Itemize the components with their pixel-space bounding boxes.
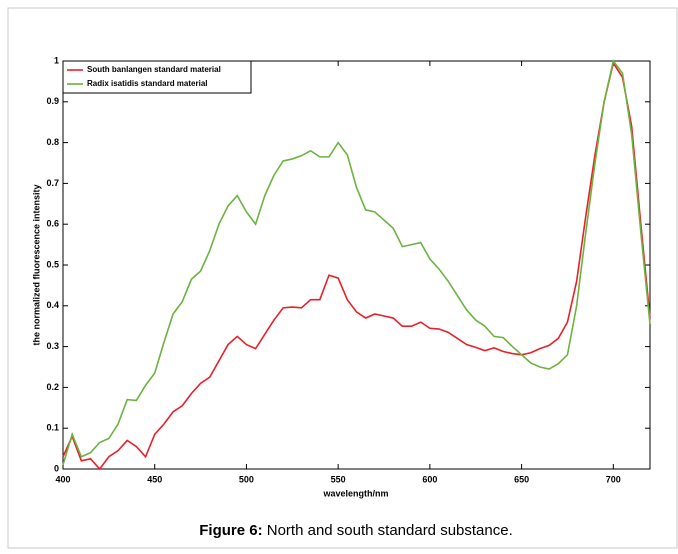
line-series (62, 59, 651, 466)
y-tick-label: 0.6 (46, 219, 59, 229)
x-tick-label: 600 (422, 474, 437, 484)
x-tick-label: 500 (239, 474, 254, 484)
x-axis-label: wavelength/nm (322, 488, 388, 498)
plot-area (62, 60, 651, 470)
x-tick-label: 550 (331, 474, 346, 484)
y-tick-label: 0.4 (46, 300, 59, 310)
frame (7, 7, 678, 549)
y-tick-label: 0.5 (46, 259, 59, 269)
line-series (62, 61, 651, 471)
y-tick-label: 0.1 (46, 423, 59, 433)
caption: Figure 6: North and south standard subst… (199, 522, 513, 539)
y-tick-label: 0.3 (46, 341, 59, 351)
x-tick-label: 700 (606, 474, 621, 484)
legend-box (62, 60, 252, 94)
caption-label: Figure 6: (199, 522, 262, 539)
caption-text: North and south standard substance. (267, 522, 513, 539)
y-tick-label: 0.2 (46, 382, 59, 392)
legend-label: South banlangen standard material (87, 65, 221, 74)
y-tick-label: 0.8 (46, 137, 59, 147)
x-tick-label: 400 (55, 474, 70, 484)
y-axis-label: the normalized fluorescence intensity (31, 184, 41, 345)
x-tick-label: 450 (147, 474, 162, 484)
y-tick-label: 0.7 (46, 178, 59, 188)
y-tick-label: 1 (54, 55, 59, 65)
legend-label: Radix isatidis standard material (87, 79, 208, 88)
y-tick-label: 0.9 (46, 96, 59, 106)
y-tick-label: 0 (54, 463, 59, 473)
x-tick-label: 650 (514, 474, 529, 484)
